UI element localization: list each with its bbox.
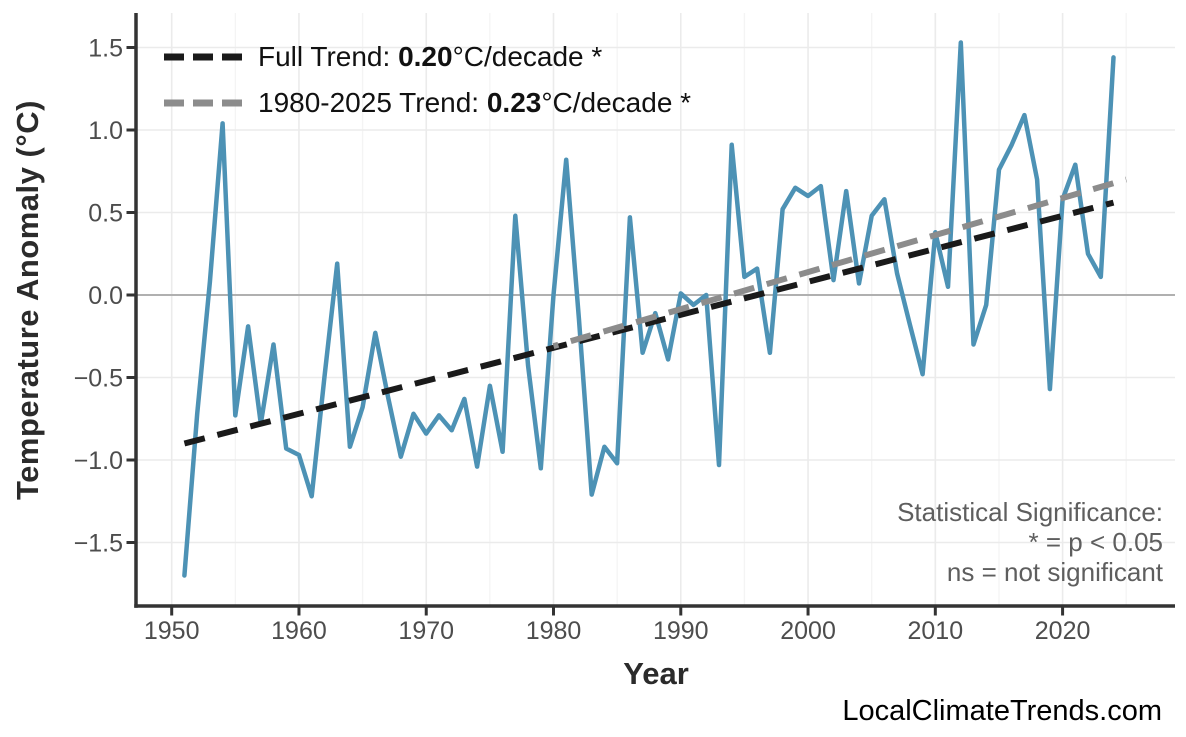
x-tick-label: 1980 xyxy=(526,617,582,645)
full-trend-dash-icon xyxy=(164,53,242,61)
watermark: LocalClimateTrends.com xyxy=(842,695,1162,727)
anomaly-line xyxy=(182,40,1116,578)
legend-trend-value: 0.23 xyxy=(486,87,542,118)
legend-text: 1980-2025 Trend: xyxy=(258,87,487,118)
significance-title: Statistical Significance: xyxy=(897,497,1163,527)
y-tick-label: 1.5 xyxy=(88,35,123,63)
legend-item-full-trend: Full Trend: 0.20°C/decade * xyxy=(164,34,691,80)
legend-label-full-trend: Full Trend: 0.20°C/decade * xyxy=(258,41,602,73)
y-tick-label: −0.5 xyxy=(74,365,123,393)
x-tick-label: 2020 xyxy=(1035,617,1091,645)
x-axis-title: Year xyxy=(623,656,689,691)
x-tick-label: 2000 xyxy=(780,617,836,645)
legend-text-suffix: °C/decade * xyxy=(541,87,692,118)
gridlines-minor xyxy=(234,13,1127,606)
legend-label-recent-trend: 1980-2025 Trend: 0.23°C/decade * xyxy=(258,87,691,119)
axis-ticks: 1950 1960 1970 1980 1990 2000 2010 2020 1.5 1.0 0.… xyxy=(74,35,1091,646)
y-tick-label: −1.0 xyxy=(74,447,123,475)
legend-trend-value: 0.20 xyxy=(398,41,453,72)
significance-annotation: Statistical Significance: * = p < 0.05 n… xyxy=(897,497,1163,587)
full-trend-line xyxy=(183,199,1115,447)
legend-text: Full Trend: xyxy=(258,41,399,72)
recent-trend-line xyxy=(552,176,1128,350)
x-tick-label: 1970 xyxy=(398,617,454,645)
significance-line-p: * = p < 0.05 xyxy=(1028,527,1163,557)
x-tick-label: 1960 xyxy=(271,617,327,645)
significance-line-ns: ns = not significant xyxy=(946,557,1163,587)
y-axis-title: Temperature Anomaly (°C) xyxy=(10,100,45,500)
y-tick-label: 0.0 xyxy=(88,282,123,310)
x-tick-label: 1990 xyxy=(653,617,709,645)
y-tick-label: 1.0 xyxy=(88,117,123,145)
legend: Full Trend: 0.20°C/decade * 1980-2025 Tr… xyxy=(164,34,691,126)
recent-trend-dash-icon xyxy=(164,99,242,107)
y-tick-label: 0.5 xyxy=(88,200,123,228)
x-tick-label: 1950 xyxy=(144,617,200,645)
legend-item-recent-trend: 1980-2025 Trend: 0.23°C/decade * xyxy=(164,80,691,126)
legend-text-suffix: °C/decade * xyxy=(452,41,603,72)
y-tick-label: −1.5 xyxy=(74,530,123,558)
x-tick-label: 2010 xyxy=(908,617,964,645)
